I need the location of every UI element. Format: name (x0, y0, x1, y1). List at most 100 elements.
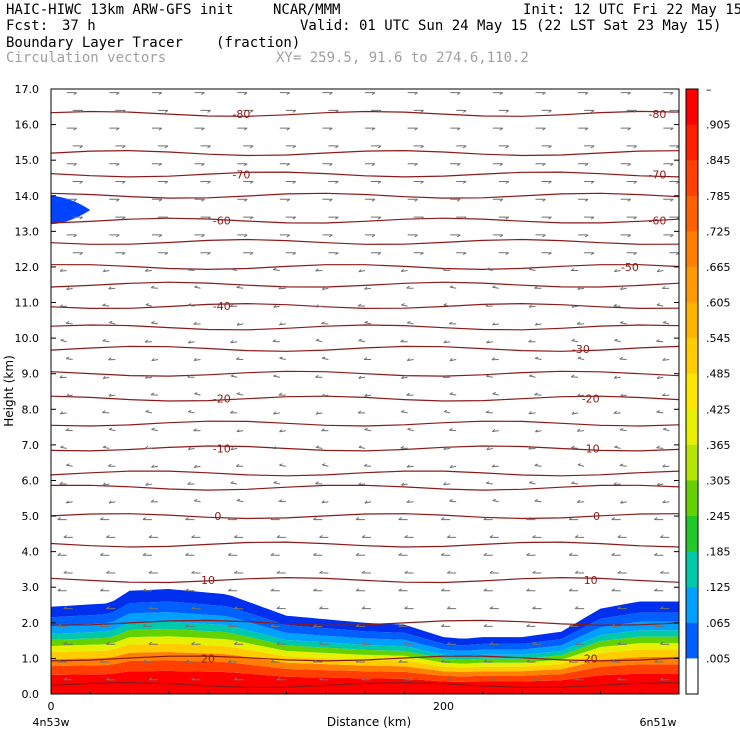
vector-arrow (361, 570, 371, 574)
vector-arrow (534, 285, 542, 289)
y-tick-label: 10.0 (15, 332, 40, 345)
tracer-fill (51, 195, 679, 694)
vector-arrow (662, 464, 670, 468)
vector-arrow (102, 410, 110, 414)
colorbar-label: – (706, 83, 712, 96)
vector-arrow (407, 320, 414, 325)
vector-arrow (109, 234, 120, 238)
vector-arrow (279, 198, 291, 202)
vector-arrow (400, 339, 408, 343)
vector-arrow (328, 181, 339, 184)
vector-arrow (150, 392, 158, 396)
vector-arrow (446, 677, 457, 681)
vector-arrow (577, 286, 585, 290)
vector-arrow (619, 320, 627, 325)
vector-arrow (194, 92, 205, 96)
vector-arrow (237, 127, 248, 131)
colorbar-label: .905 (706, 119, 731, 132)
colorbar-label: .125 (706, 581, 731, 594)
vector-arrow (611, 623, 621, 627)
vector-arrow (656, 482, 664, 486)
tracer-band-1 (51, 660, 679, 682)
vector-arrow (108, 393, 116, 397)
vector-arrow (358, 338, 366, 343)
vector-arrow (662, 500, 670, 504)
vector-arrow (142, 623, 152, 627)
vector-arrow (483, 588, 493, 592)
vector-arrow (617, 641, 627, 645)
vector-arrow (319, 570, 329, 574)
vector-arrow (576, 428, 585, 432)
vector-arrow (398, 552, 408, 556)
colorbar-swatch (686, 516, 698, 553)
vector-arrow (619, 427, 627, 432)
contour-label: -40 (213, 300, 231, 313)
vector-arrow (315, 304, 323, 308)
vector-arrow (535, 198, 546, 202)
vector-arrow (65, 356, 73, 360)
y-tick-label: 9.0 (22, 368, 40, 381)
vector-arrow (322, 127, 333, 131)
vector-arrow (398, 623, 408, 627)
vector-arrow (194, 163, 205, 167)
vector-arrow (489, 677, 499, 681)
vector-arrow (440, 623, 451, 627)
vector-arrow (65, 500, 73, 504)
vector-arrow (276, 641, 286, 645)
x-tick-label: 0 (48, 700, 55, 713)
vector-arrow (157, 145, 169, 149)
vector-arrow (413, 145, 424, 149)
vector-arrow (144, 339, 152, 343)
y-tick-label: 8.0 (22, 403, 40, 416)
vector-arrow (446, 641, 457, 645)
vector-arrow (145, 303, 153, 307)
vector-arrow (620, 393, 627, 397)
vector-arrow (151, 358, 159, 362)
vector-arrow (541, 181, 552, 184)
vector-arrow (272, 267, 280, 271)
vector-arrow (233, 570, 244, 574)
vector-arrow (230, 340, 238, 344)
vector-arrow (72, 252, 83, 256)
vector-arrow (115, 252, 126, 256)
vector-arrow (568, 552, 579, 556)
vector-arrow (279, 127, 291, 131)
contour-label: -30 (572, 343, 590, 356)
vector-arrow (613, 268, 621, 273)
vector-arrow (498, 109, 510, 113)
vector-arrow (59, 268, 67, 272)
vector-arrow (243, 216, 254, 220)
vector-arrow (194, 198, 205, 202)
vector-arrow (355, 659, 365, 663)
colorbar-label: .545 (706, 332, 731, 345)
vector-arrow (357, 410, 366, 414)
vector-arrow (654, 659, 664, 663)
colorbar-label: .185 (706, 546, 731, 559)
colorbar-swatch (686, 444, 698, 481)
vector-arrow (398, 588, 408, 592)
vector-arrow (541, 216, 552, 220)
vector-arrow (528, 411, 536, 415)
vectors-label: Circulation vectors (6, 50, 167, 66)
vector-arrow (364, 320, 372, 325)
vector-arrow (187, 267, 195, 271)
contour-label: 20 (201, 652, 215, 665)
vector-arrow (617, 534, 627, 538)
vector-arrow (568, 659, 579, 663)
contour-line (51, 238, 679, 245)
vector-arrow (532, 534, 542, 538)
contour-label: 10 (201, 574, 215, 587)
vector-arrow (72, 145, 83, 149)
vector-arrow (485, 410, 493, 414)
vector-arrow (185, 552, 195, 556)
vector-arrow (66, 393, 73, 397)
vector-arrow (486, 447, 493, 451)
vector-arrow (401, 482, 408, 486)
vector-arrow (66, 127, 77, 131)
y-tick-label: 12.0 (15, 261, 40, 274)
vector-arrow (100, 517, 110, 521)
vector-arrow (613, 303, 621, 307)
vector-arrow (237, 198, 248, 202)
vector-arrow (534, 392, 542, 396)
vector-arrow (486, 267, 493, 271)
